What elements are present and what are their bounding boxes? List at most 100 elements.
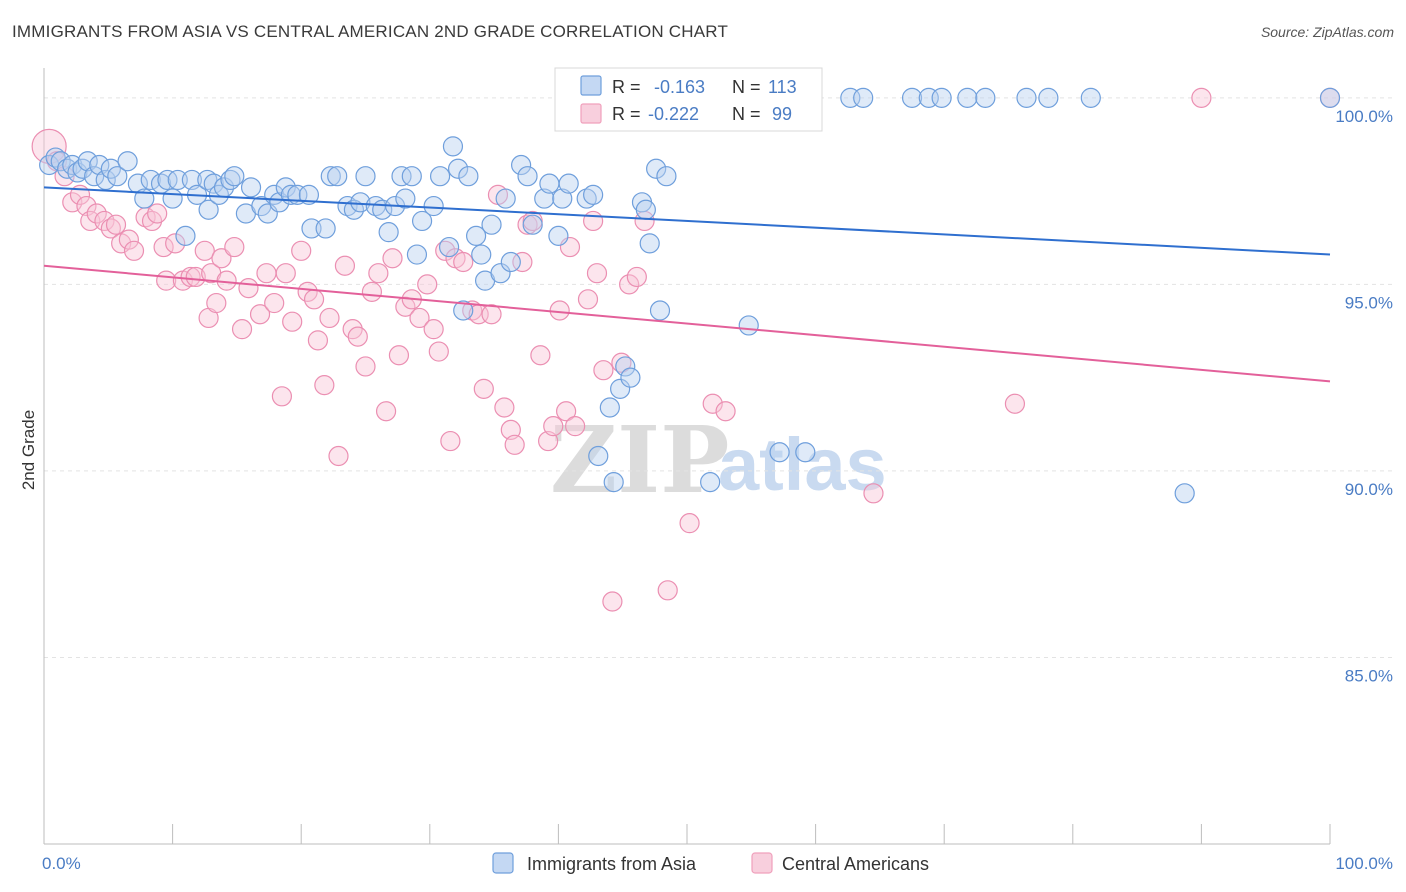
immigrants-from-asia-point	[140, 169, 161, 191]
immigrants-from-asia-point	[438, 236, 460, 258]
immigrants-from-asia-point	[315, 218, 336, 239]
central-americans-point	[31, 128, 67, 164]
immigrants-from-asia-point	[795, 442, 816, 463]
central-americans-point	[264, 292, 285, 314]
immigrants-from-asia-point	[337, 195, 358, 217]
x-tick-label-right: 100.0%	[1335, 854, 1393, 873]
immigrants-from-asia-point	[458, 166, 479, 187]
immigrants-from-asia-point	[220, 169, 241, 191]
immigrants-from-asia-point	[320, 166, 341, 187]
central-americans-point	[249, 304, 271, 325]
trend-line-asia	[43, 186, 1331, 256]
immigrants-from-asia-point	[162, 188, 183, 209]
legend-label-asia: Immigrants from Asia	[527, 854, 697, 874]
central-americans-point	[303, 289, 325, 310]
immigrants-from-asia-point	[603, 472, 624, 493]
central-americans-point	[494, 397, 515, 418]
immigrants-from-asia-point	[583, 184, 604, 205]
central-americans-point	[409, 307, 430, 329]
immigrants-from-asia-point	[442, 136, 464, 157]
central-americans-point	[314, 375, 335, 396]
immigrants-from-asia-point	[1038, 87, 1059, 108]
central-americans-points	[31, 87, 1341, 612]
watermark-zip: ZIP	[550, 406, 729, 514]
central-americans-point	[586, 263, 608, 284]
immigrants-from-asia-point	[423, 195, 444, 217]
immigrants-from-asia-point	[298, 184, 320, 205]
central-americans-point	[428, 341, 449, 362]
central-americans-point	[626, 266, 647, 288]
central-americans-point	[147, 203, 168, 224]
immigrants-from-asia-point	[471, 244, 492, 265]
central-americans-point	[375, 401, 397, 422]
source-credit: Source: ZipAtlas.com	[1260, 24, 1394, 40]
central-americans-point	[275, 263, 296, 284]
legend-label-central-americans: Central Americans	[782, 854, 929, 874]
central-americans-point	[165, 233, 186, 254]
stats-n-value-blue: 113	[768, 77, 797, 97]
central-americans-point	[256, 263, 277, 284]
immigrants-from-asia-point	[901, 87, 923, 108]
immigrants-from-asia-point	[738, 315, 759, 336]
stats-r-value-blue: -0.163	[654, 77, 705, 97]
bottom-legend: Immigrants from Asia Central Americans	[492, 852, 929, 874]
central-americans-point	[334, 255, 356, 276]
immigrants-from-asia-point	[301, 218, 322, 239]
stats-n-label-pink: N =	[732, 104, 761, 124]
trend-lines	[43, 186, 1331, 383]
central-americans-point	[577, 289, 599, 310]
central-americans-point	[440, 430, 461, 452]
central-americans-point	[1191, 87, 1212, 108]
immigrants-from-asia-point	[198, 199, 219, 220]
immigrants-from-asia-point	[649, 300, 671, 321]
central-americans-point	[194, 240, 215, 261]
immigrants-from-asia-point	[203, 173, 224, 194]
stats-legend: R = -0.163 N = 113 R = -0.222 N = 99	[554, 67, 823, 132]
central-americans-point	[347, 326, 368, 347]
central-americans-point	[565, 416, 586, 437]
immigrants-from-asia-point	[406, 244, 428, 265]
central-americans-point	[123, 240, 145, 261]
central-americans-point	[307, 330, 329, 351]
central-americans-point	[453, 251, 474, 273]
y-axis-title: 2nd Grade	[19, 410, 38, 490]
immigrants-from-asia-point	[769, 442, 790, 463]
immigrants-from-asia-point	[539, 173, 560, 194]
immigrants-from-asia-point	[84, 166, 105, 187]
central-americans-point	[355, 356, 376, 377]
central-americans-point	[231, 319, 253, 340]
immigrants-from-asia-point	[465, 225, 487, 246]
immigrants-from-asia-point	[1016, 87, 1037, 108]
central-americans-point	[657, 580, 678, 601]
immigrants-from-asia-point	[517, 166, 538, 187]
central-americans-point	[211, 248, 232, 269]
central-americans-point	[291, 240, 312, 261]
immigrants-from-asia-point	[576, 188, 597, 209]
central-americans-point	[153, 236, 174, 258]
immigrants-from-asia-point	[646, 158, 667, 179]
central-americans-point	[863, 483, 884, 504]
immigrants-from-asia-point	[224, 166, 245, 187]
immigrants-from-asia-point	[107, 166, 128, 187]
central-americans-point	[435, 240, 456, 261]
x-tick-marks	[43, 824, 1331, 844]
stats-r-value-pink: -0.222	[648, 104, 699, 124]
immigrants-from-asia-point	[620, 367, 641, 388]
central-americans-point	[543, 416, 564, 437]
immigrants-from-asia-point	[522, 214, 543, 235]
immigrants-from-asia-point	[240, 177, 262, 198]
central-americans-point	[180, 266, 201, 288]
legend-swatch-central-americans	[751, 852, 773, 874]
central-americans-point	[417, 274, 438, 295]
central-americans-point	[118, 229, 139, 250]
immigrants-from-asia-point	[350, 192, 371, 213]
central-americans-point	[282, 311, 303, 332]
immigrants-from-asia-point	[500, 251, 521, 273]
immigrants-from-asia-point	[355, 166, 376, 187]
immigrants-from-asia-point	[481, 214, 502, 235]
immigrants-from-asia-point	[552, 188, 573, 209]
immigrants-from-asia-point	[1174, 483, 1195, 504]
immigrants-from-asia-point	[957, 87, 978, 108]
y-tick-label: 85.0%	[1345, 666, 1393, 685]
